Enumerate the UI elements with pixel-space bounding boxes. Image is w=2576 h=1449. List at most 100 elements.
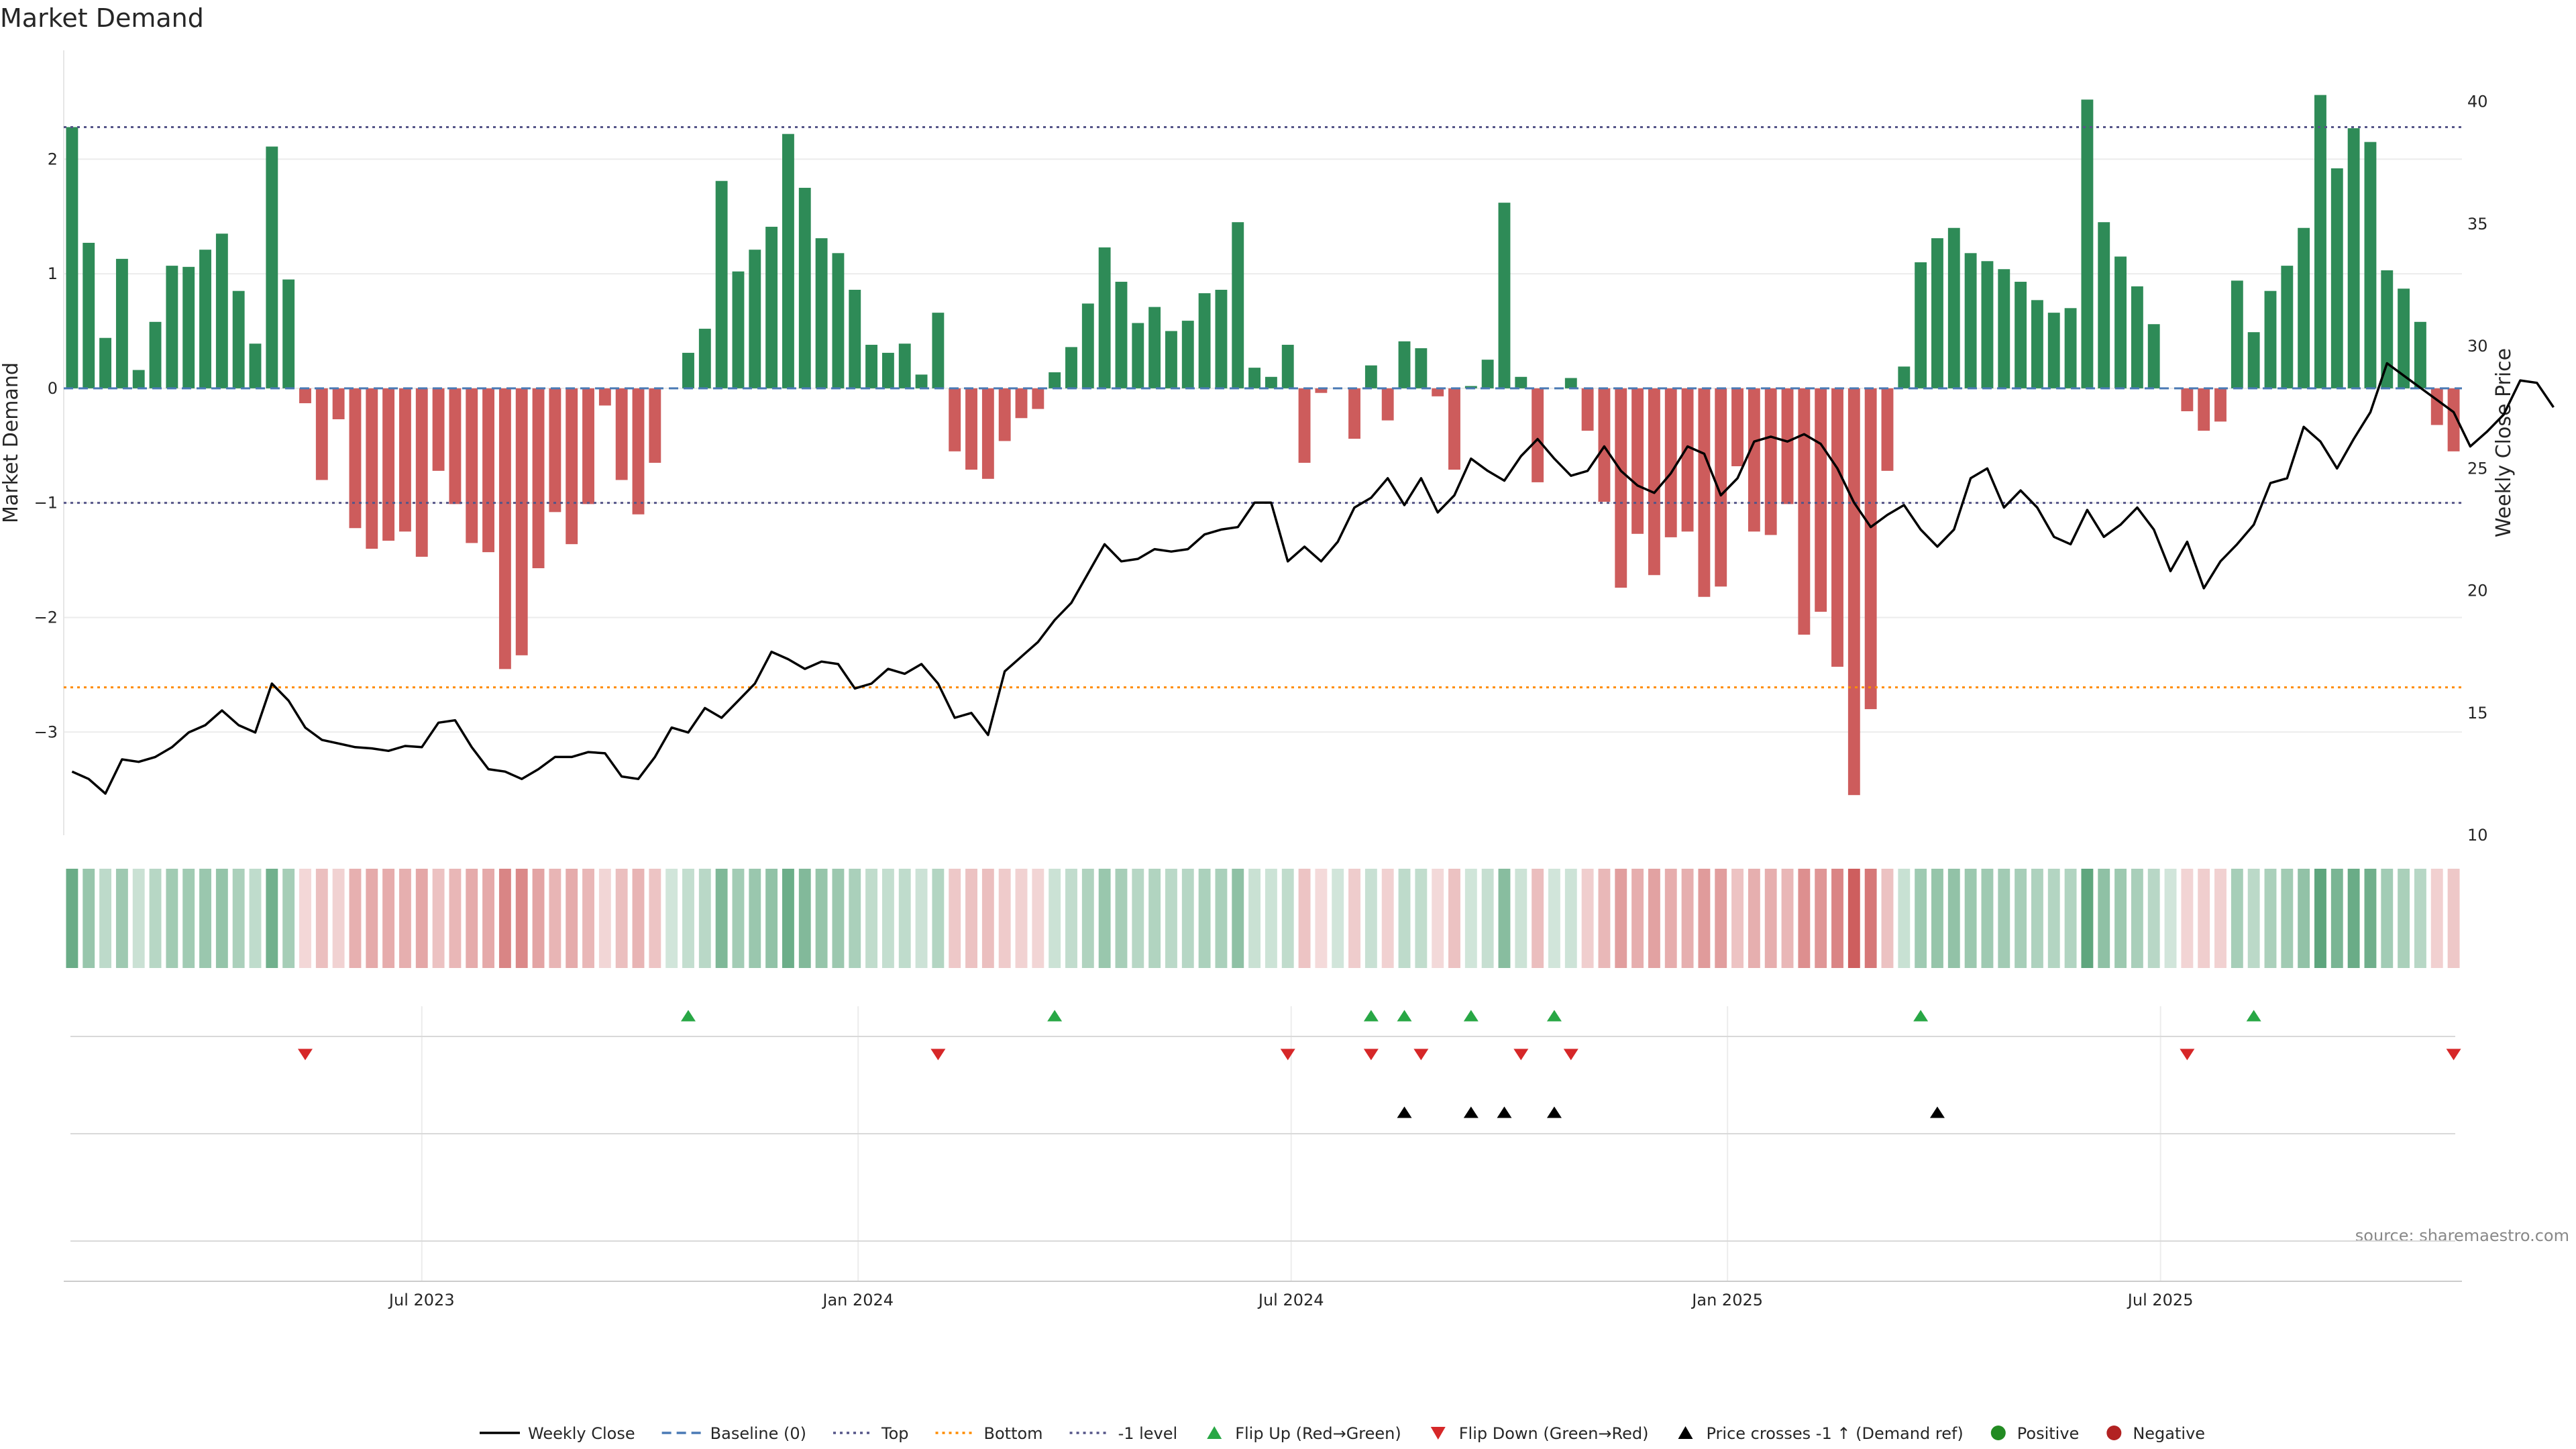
demand-bar-negative (566, 388, 578, 545)
heat-cell (2414, 869, 2426, 968)
demand-bar-positive (1115, 282, 1128, 388)
heat-cell (1065, 869, 1077, 968)
heat-cell (2114, 869, 2127, 968)
demand-bar-negative (649, 388, 661, 463)
heat-cell (932, 869, 945, 968)
demand-bar-negative (1015, 388, 1028, 419)
demand-bar-negative (1881, 388, 1894, 471)
legend-label: Negative (2133, 1424, 2205, 1443)
demand-bar-positive (99, 337, 112, 388)
demand-bar-positive (2264, 290, 2277, 388)
demand-bar-negative (2181, 388, 2194, 412)
demand-bar-positive (2098, 222, 2110, 388)
demand-bar-negative (981, 388, 994, 479)
demand-bar-positive (1964, 253, 1977, 388)
demand-bar-positive (83, 242, 95, 388)
heat-cell (1698, 869, 1711, 968)
y-right-tick-label: 30 (2467, 337, 2488, 356)
heat-cell (2247, 869, 2260, 968)
demand-bar-positive (1081, 303, 1094, 388)
y-right-tick-label: 20 (2467, 582, 2488, 600)
demand-bar-positive (815, 238, 828, 388)
heat-cell (2314, 869, 2326, 968)
flip-up-marker (1546, 1010, 1562, 1022)
heat-cell (2131, 869, 2143, 968)
flip-up-marker (1913, 1010, 1929, 1022)
heat-cell (2364, 869, 2377, 968)
demand-bar-negative (582, 388, 594, 504)
demand-bar-positive (2231, 280, 2243, 388)
demand-bar-positive (1049, 372, 1061, 388)
price-cross-marker (1397, 1106, 1412, 1118)
heat-cell (798, 869, 811, 968)
demand-bar-positive (1464, 386, 1477, 388)
x-tick-label: Jul 2024 (1257, 1291, 1324, 1309)
demand-bar-positive (782, 133, 794, 388)
demand-bar-negative (1681, 388, 1694, 532)
heat-cell (981, 869, 994, 968)
heat-cell (965, 869, 977, 968)
heat-cell (732, 869, 745, 968)
demand-bar-positive (915, 374, 928, 388)
demand-bar-positive (2281, 266, 2294, 388)
demand-bar-positive (199, 250, 211, 388)
demand-bar-negative (349, 388, 362, 529)
y-right-tick-label: 35 (2467, 215, 2488, 233)
heat-cell (1032, 869, 1044, 968)
heat-cell (2347, 869, 2360, 968)
demand-bar-negative (2430, 388, 2443, 425)
demand-bar-positive (1481, 360, 1494, 388)
heat-cell (2147, 869, 2160, 968)
legend-swatch (2106, 1426, 2122, 1440)
heat-cell (415, 869, 428, 968)
heat-cell (1464, 869, 1477, 968)
heat-cell (466, 869, 478, 968)
heat-cell (2447, 869, 2460, 968)
y-right-tick-label: 15 (2467, 704, 2488, 722)
demand-bar-positive (1364, 365, 1377, 388)
heat-cell (1432, 869, 1444, 968)
demand-bar-negative (482, 388, 495, 553)
heat-cell (1165, 869, 1177, 968)
demand-bar-positive (1898, 366, 1911, 388)
heat-cell (1315, 869, 1328, 968)
heat-cell (1381, 869, 1394, 968)
demand-bar-negative (632, 388, 645, 515)
demand-bar-positive (1981, 261, 1994, 388)
x-tick-label: Jan 2024 (821, 1291, 894, 1309)
demand-bar-negative (1581, 388, 1594, 431)
legend-swatch (1430, 1427, 1446, 1440)
heat-cell (1364, 869, 1377, 968)
demand-bar-positive (1215, 289, 1228, 388)
heat-cell (2264, 869, 2277, 968)
demand-bar-positive (266, 146, 278, 388)
heat-cell (782, 869, 794, 968)
demand-bar-negative (1864, 388, 1877, 710)
demand-bar-positive (2064, 308, 2077, 388)
heat-cell (449, 869, 462, 968)
heat-cell (1598, 869, 1611, 968)
demand-bar-negative (1298, 388, 1311, 463)
demand-bar-positive (881, 352, 894, 388)
demand-bar-negative (515, 388, 528, 655)
demand-bar-positive (1998, 269, 2010, 388)
flip-down-marker (2180, 1049, 2195, 1061)
demand-bar-negative (1315, 388, 1328, 393)
demand-bar-positive (1198, 293, 1211, 388)
x-tick-label: Jan 2025 (1690, 1291, 1763, 1309)
demand-bar-negative (615, 388, 628, 480)
demand-bar-positive (932, 313, 945, 388)
y-right-tick-label: 25 (2467, 459, 2488, 478)
demand-bar-positive (2347, 128, 2360, 388)
flip-down-marker (2446, 1049, 2461, 1061)
heat-cell (832, 869, 845, 968)
demand-bar-negative (432, 388, 445, 471)
demand-bar-negative (1448, 388, 1460, 470)
heat-cell (99, 869, 112, 968)
demand-bar-positive (2247, 332, 2260, 388)
price-cross-marker (1929, 1106, 1945, 1118)
y-left-tick-label: −2 (34, 608, 58, 627)
legend-label: Top (881, 1424, 909, 1443)
heat-cell (815, 869, 828, 968)
demand-bar-positive (1415, 348, 1428, 388)
